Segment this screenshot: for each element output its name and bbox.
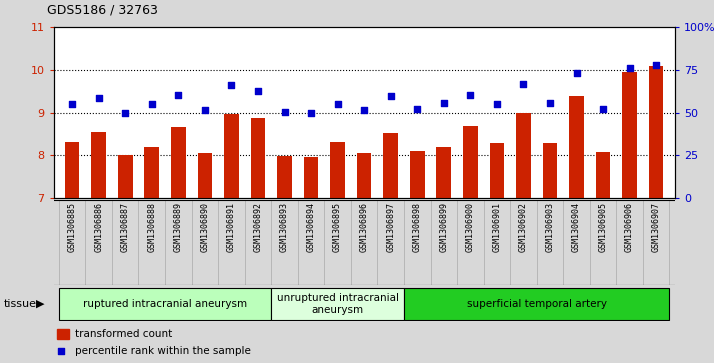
- Text: GSM1306898: GSM1306898: [413, 202, 422, 252]
- Text: superficial temporal artery: superficial temporal artery: [467, 299, 607, 309]
- Text: GSM1306891: GSM1306891: [227, 202, 236, 252]
- Bar: [595, 152, 610, 198]
- Bar: [198, 153, 212, 198]
- Point: [146, 101, 158, 107]
- Bar: [436, 147, 451, 198]
- Text: percentile rank within the sample: percentile rank within the sample: [75, 346, 251, 356]
- Text: ▶: ▶: [36, 299, 44, 309]
- Text: GSM1306897: GSM1306897: [386, 202, 395, 252]
- Bar: [251, 118, 266, 198]
- Text: GSM1306888: GSM1306888: [147, 202, 156, 252]
- Point: [93, 95, 104, 101]
- Point: [465, 92, 476, 98]
- Text: ruptured intracranial aneurysm: ruptured intracranial aneurysm: [83, 299, 247, 309]
- Bar: [649, 66, 663, 198]
- Text: GSM1306885: GSM1306885: [68, 202, 76, 252]
- Bar: [224, 114, 238, 198]
- Bar: [277, 156, 292, 198]
- Bar: [623, 72, 637, 198]
- Point: [119, 110, 131, 115]
- Point: [332, 101, 343, 107]
- Point: [56, 348, 67, 354]
- Point: [306, 110, 317, 116]
- Bar: [144, 147, 159, 198]
- Point: [544, 100, 555, 106]
- Point: [66, 101, 78, 107]
- Bar: [56, 329, 69, 339]
- Bar: [383, 133, 398, 198]
- Text: GSM1306896: GSM1306896: [360, 202, 368, 252]
- Bar: [516, 113, 531, 198]
- FancyBboxPatch shape: [271, 289, 404, 319]
- Point: [598, 106, 609, 112]
- Bar: [91, 132, 106, 198]
- Point: [411, 106, 423, 112]
- Bar: [490, 143, 504, 198]
- Text: GSM1306894: GSM1306894: [306, 202, 316, 252]
- Bar: [463, 126, 478, 198]
- Point: [518, 81, 529, 86]
- Bar: [543, 143, 557, 198]
- Text: GSM1306902: GSM1306902: [519, 202, 528, 252]
- FancyBboxPatch shape: [404, 289, 670, 319]
- Point: [624, 65, 635, 71]
- Point: [199, 107, 211, 113]
- Text: GSM1306904: GSM1306904: [572, 202, 581, 252]
- Text: GDS5186 / 32763: GDS5186 / 32763: [47, 4, 159, 17]
- Point: [173, 92, 184, 98]
- Text: GSM1306890: GSM1306890: [201, 202, 209, 252]
- Bar: [331, 142, 345, 198]
- Text: GSM1306889: GSM1306889: [174, 202, 183, 252]
- Bar: [357, 153, 371, 198]
- Text: GSM1306893: GSM1306893: [280, 202, 289, 252]
- Text: GSM1306887: GSM1306887: [121, 202, 130, 252]
- Point: [358, 107, 370, 113]
- Text: GSM1306903: GSM1306903: [545, 202, 555, 252]
- Text: GSM1306906: GSM1306906: [625, 202, 634, 252]
- FancyBboxPatch shape: [59, 289, 271, 319]
- Text: GSM1306892: GSM1306892: [253, 202, 263, 252]
- Bar: [171, 127, 186, 198]
- Point: [252, 88, 263, 94]
- Text: GSM1306905: GSM1306905: [598, 202, 608, 252]
- Point: [385, 93, 396, 99]
- Text: tissue: tissue: [4, 299, 36, 309]
- Bar: [303, 157, 318, 198]
- Text: GSM1306899: GSM1306899: [439, 202, 448, 252]
- Bar: [118, 155, 133, 198]
- Point: [491, 101, 503, 107]
- Text: GSM1306895: GSM1306895: [333, 202, 342, 252]
- Point: [650, 62, 662, 68]
- Point: [226, 82, 237, 88]
- Bar: [569, 96, 584, 198]
- Text: GSM1306886: GSM1306886: [94, 202, 104, 252]
- Bar: [65, 142, 79, 198]
- Text: transformed count: transformed count: [75, 329, 173, 339]
- Bar: [410, 151, 425, 198]
- Text: GSM1306901: GSM1306901: [493, 202, 501, 252]
- Point: [278, 109, 290, 115]
- Point: [438, 100, 450, 106]
- Text: unruptured intracranial
aneurysm: unruptured intracranial aneurysm: [276, 293, 398, 315]
- Point: [570, 70, 582, 76]
- Text: GSM1306907: GSM1306907: [652, 202, 660, 252]
- Text: GSM1306900: GSM1306900: [466, 202, 475, 252]
